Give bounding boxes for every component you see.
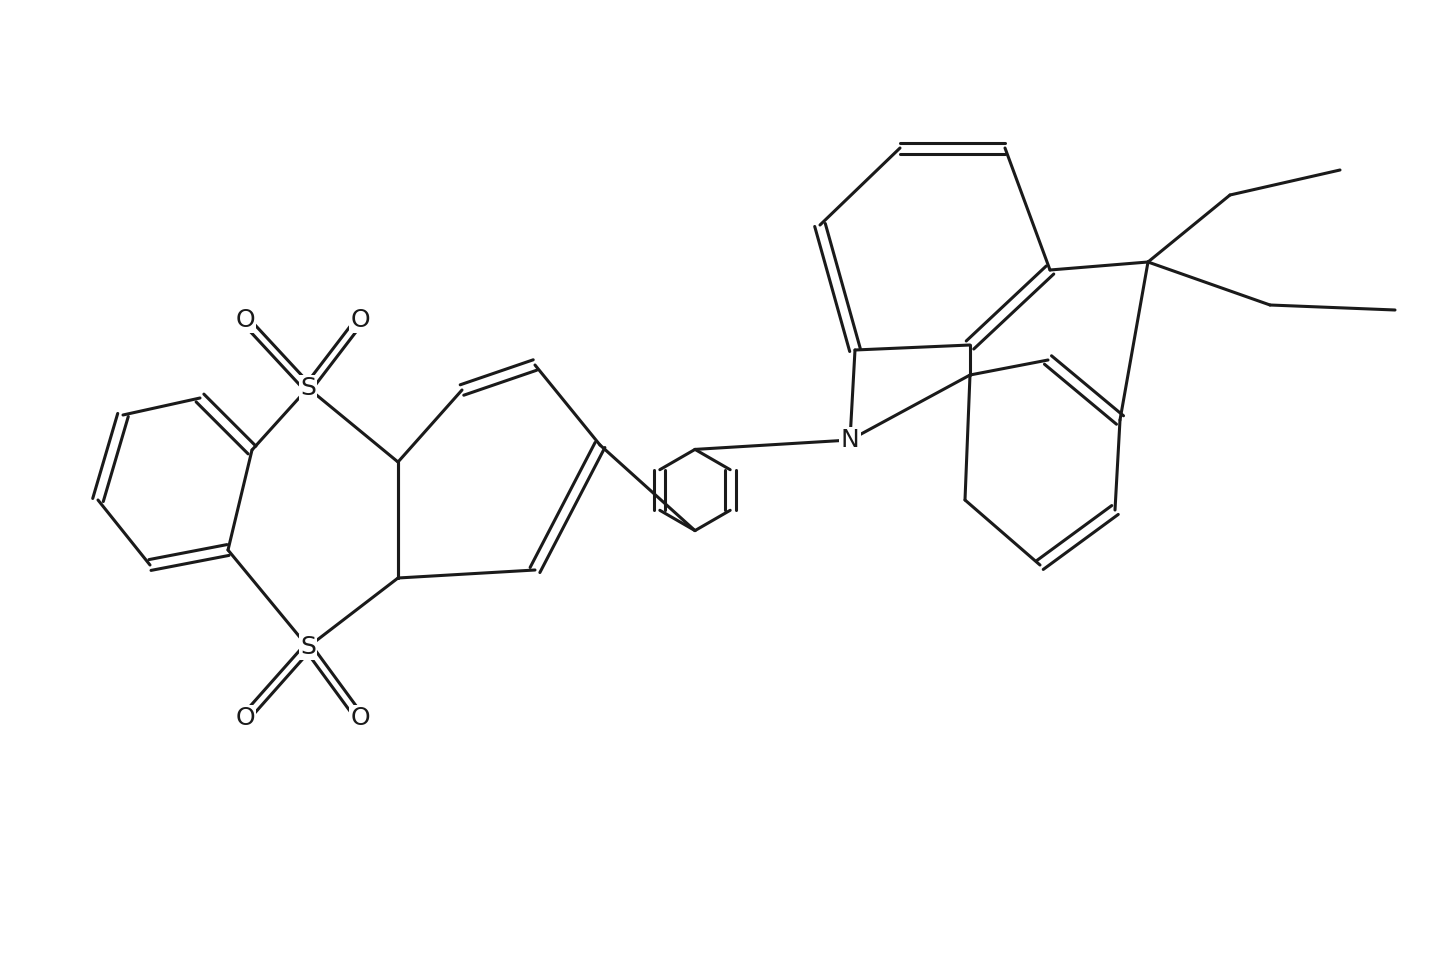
Text: O: O — [350, 706, 369, 730]
Text: O: O — [235, 308, 255, 332]
Text: S: S — [300, 376, 316, 400]
Text: O: O — [350, 308, 369, 332]
Text: O: O — [235, 706, 255, 730]
Text: S: S — [300, 635, 316, 659]
Text: N: N — [841, 428, 859, 452]
